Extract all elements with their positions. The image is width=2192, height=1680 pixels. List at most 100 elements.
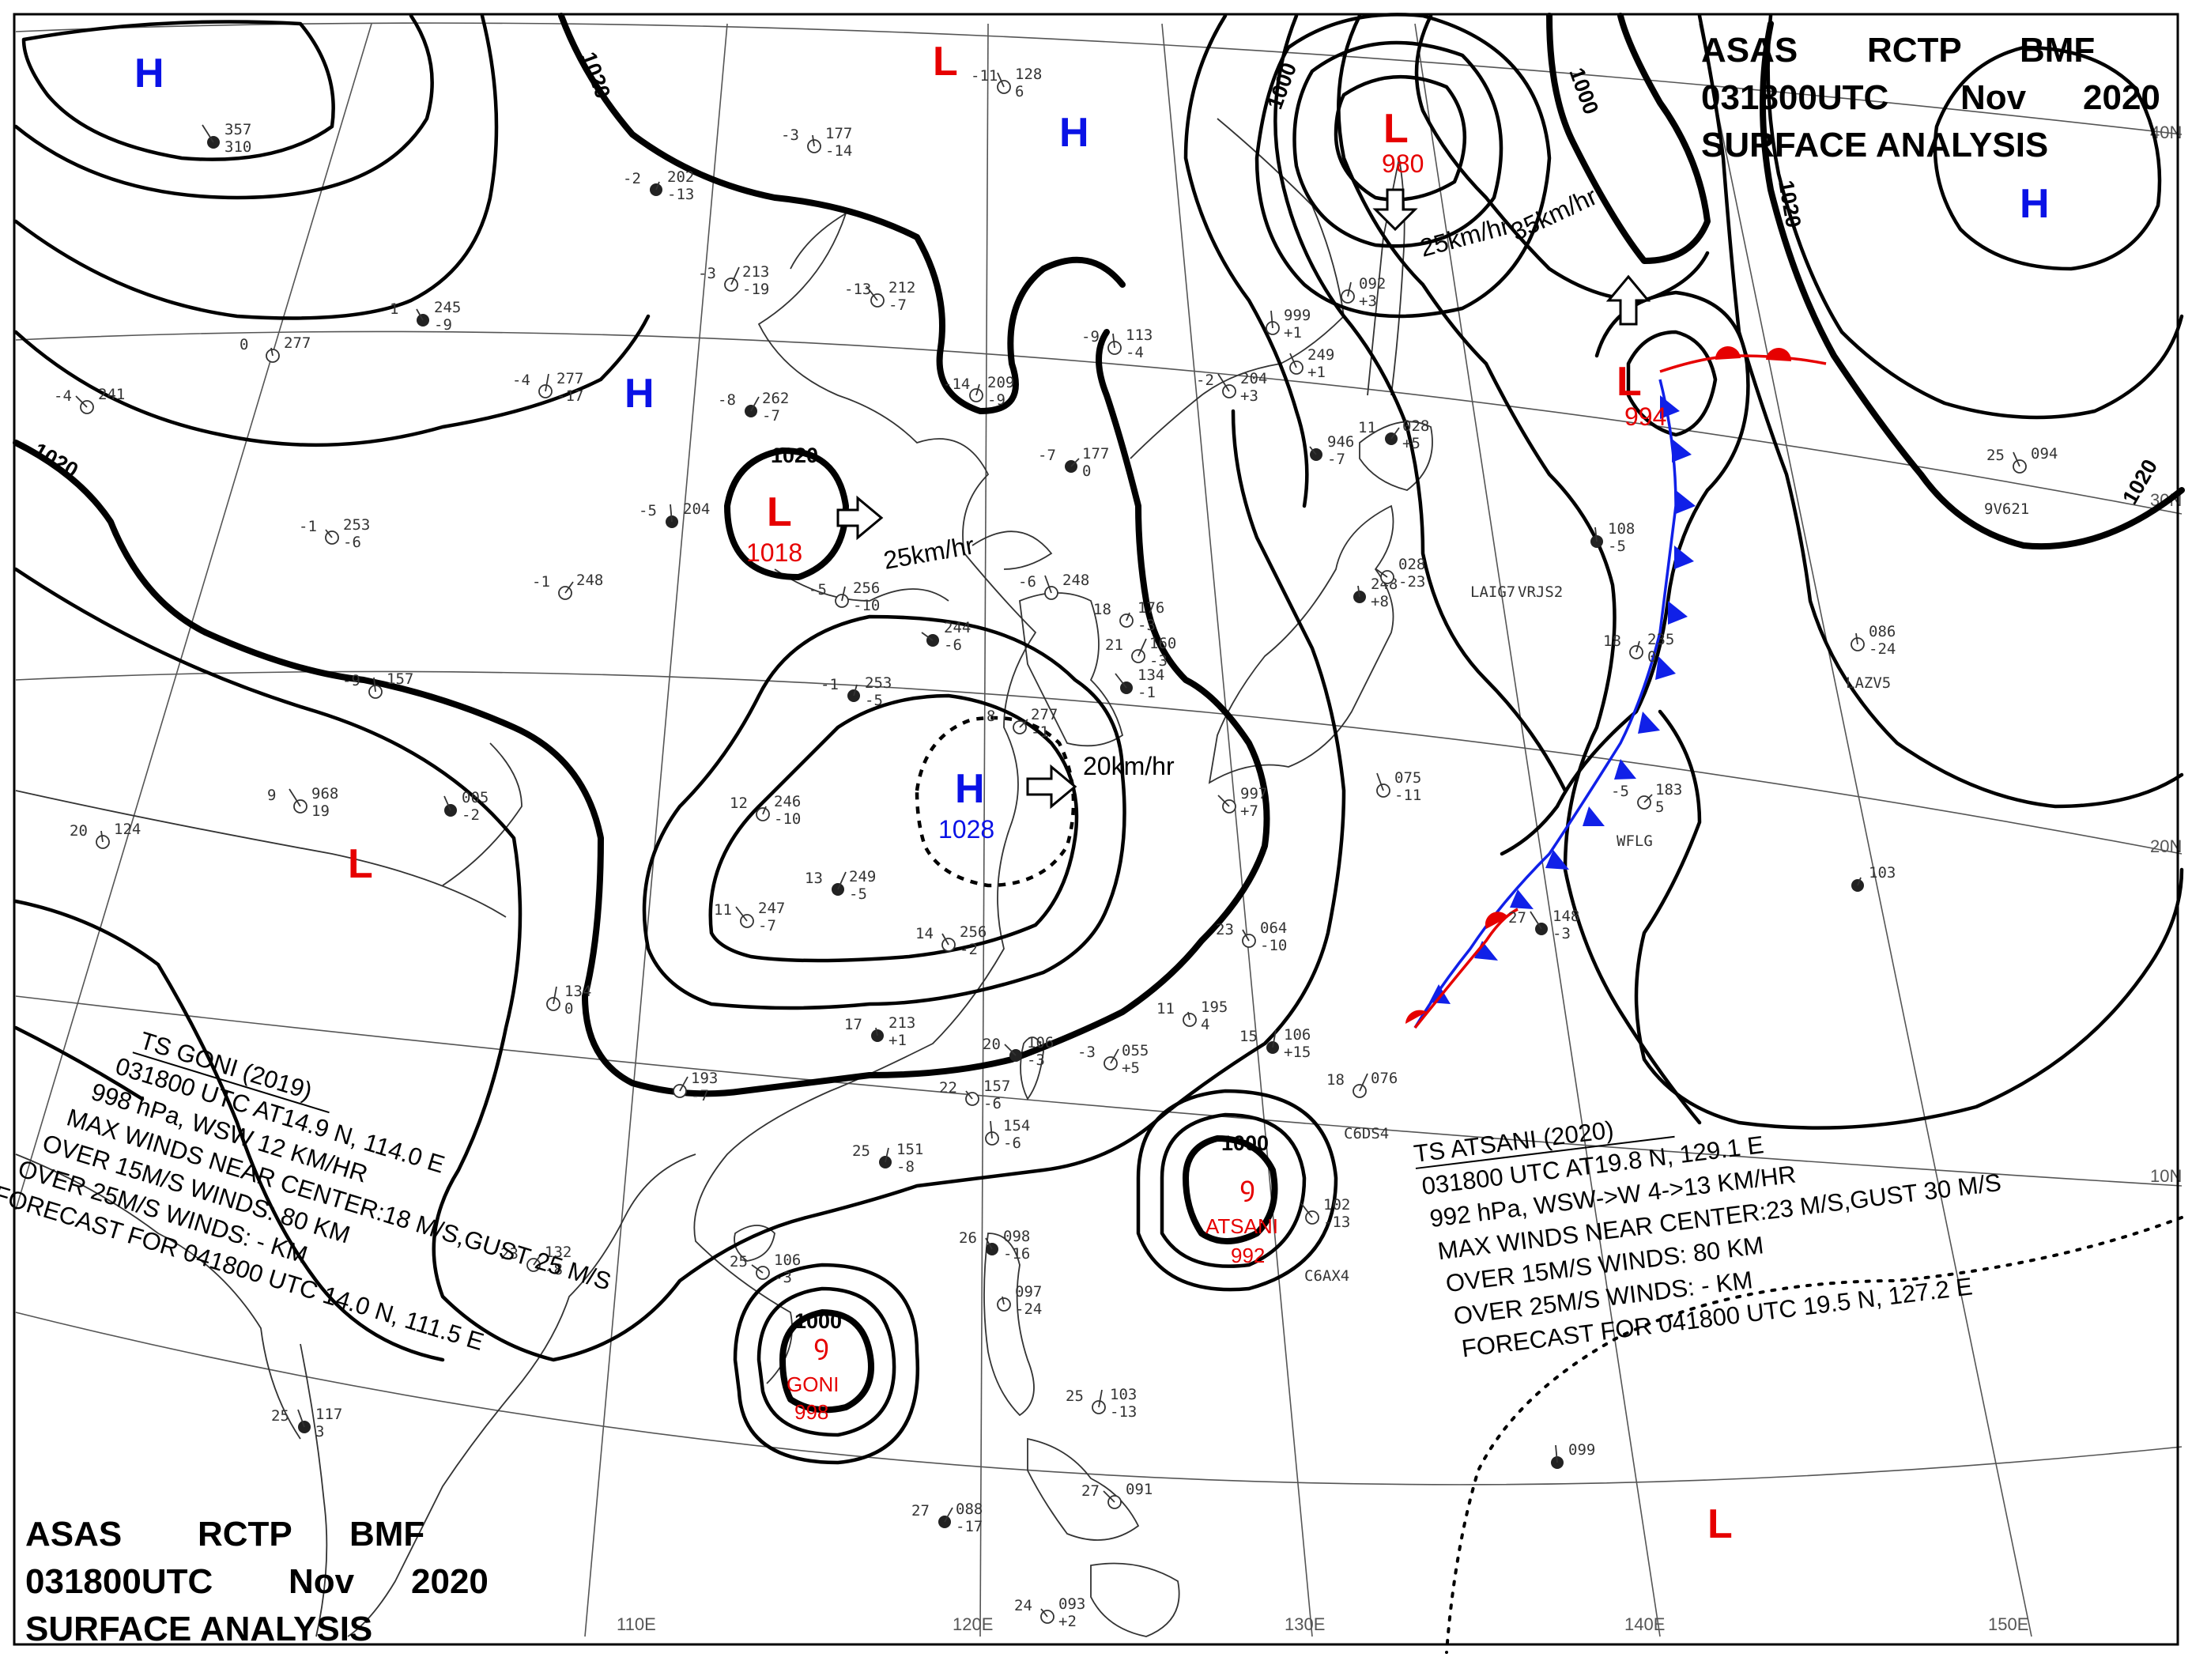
station-tendency: 4 (1201, 1016, 1209, 1033)
station-tendency: -6 (983, 1095, 1002, 1112)
wind-barb-icon (1555, 1444, 1558, 1463)
map-frame (13, 13, 2179, 1646)
wind-barb-icon (841, 586, 846, 602)
station-tendency: -3 (1553, 925, 1571, 942)
station-pressure: 968 (311, 785, 338, 802)
high-symbol: H (2020, 181, 2050, 227)
station-temperature: -14 (943, 376, 970, 393)
wind-barb-icon (325, 529, 333, 538)
station-pressure: 249 (1307, 346, 1334, 364)
station-temperature: -4 (54, 387, 72, 405)
station-plot: 22 157-6 (939, 1078, 1010, 1112)
isobar-980-3 (1254, 13, 1552, 319)
station-tendency: -5 (849, 885, 867, 903)
station-plot: -3 055+5 (1077, 1042, 1149, 1077)
wind-barb-icon (837, 871, 847, 890)
wind-barb-icon (670, 504, 673, 523)
station-plot: 028-23 (1375, 556, 1425, 591)
high-symbol: H (1059, 110, 1089, 156)
low-pressure-value: 980 (1382, 149, 1424, 178)
station-plot: 154-6 (985, 1117, 1030, 1152)
station-pressure: 028 (1398, 556, 1425, 573)
station-pressure: 094 (2031, 445, 2058, 462)
wind-barb-icon (1110, 1048, 1119, 1064)
station-temperature: -1 (299, 518, 317, 535)
meridian-100e (15, 23, 372, 1210)
station-temperature: -1 (821, 676, 839, 693)
station-plot: -6 248 (1018, 572, 1089, 600)
station-tendency: -7 (888, 296, 907, 314)
station-tendency: +7 (1240, 802, 1258, 820)
station-plot: 086-24 (1851, 623, 1896, 658)
station-plot: 134-1 (1115, 666, 1164, 701)
station-temperature: -13 (844, 281, 871, 298)
coast-hainan (734, 1225, 775, 1262)
station-pressure: 124 (114, 821, 141, 838)
station-tendency: -7 (762, 407, 780, 425)
parallel-30n (15, 330, 2183, 515)
station-tendency: +1 (888, 1032, 907, 1049)
wind-barb-icon (1002, 1296, 1005, 1305)
station-temperature: 27 (911, 1502, 930, 1520)
station-pressure: 106 (1027, 1034, 1054, 1051)
station-pressure: 241 (98, 386, 125, 403)
station-plot: -2 202-13 (623, 168, 694, 203)
station-temperature: 22 (939, 1079, 957, 1097)
station-plot: 14 256-2 (915, 923, 987, 958)
station-tendency: +15 (1284, 1044, 1311, 1061)
station-plot: -1 248 (532, 572, 603, 600)
station-plot: 27 088-17 (911, 1501, 983, 1535)
header-title: SURFACE ANALYSIS (1701, 126, 2048, 164)
station-tendency: -14 (825, 142, 852, 160)
station-plot: -9 157 (342, 670, 413, 699)
warm-front-semicircles (1405, 345, 1792, 1024)
isobar-goni-3 (733, 1263, 920, 1465)
wind-barb-icon (75, 395, 88, 408)
station-plot: 946-7 (1309, 433, 1354, 468)
station-tendency: +3 (1240, 387, 1258, 405)
station-tendency: -6 (343, 534, 361, 551)
station-pressure: 093 (1058, 1595, 1085, 1613)
wind-barb-icon (965, 1090, 973, 1100)
station-tendency: -6 (944, 636, 962, 654)
station-temperature: 25 (1986, 447, 2005, 464)
lon-label: 130E (1285, 1614, 1325, 1634)
wind-barb-icon (100, 830, 104, 843)
meridian-110e (584, 23, 728, 1637)
lon-label: 120E (953, 1614, 993, 1634)
wind-barb-icon (1857, 877, 1862, 886)
ship-id: C6AX4 (1304, 1267, 1349, 1285)
station-pressure: 097 (1015, 1283, 1042, 1301)
station-pressure: 256 (960, 923, 987, 941)
wind-barb-icon (1300, 1202, 1313, 1218)
station-pressure: 357 (224, 121, 251, 138)
header-station: RCTP (1867, 31, 1962, 70)
station-temperature: -3 (781, 126, 799, 144)
coast-mindanao (1090, 1562, 1180, 1637)
meridian-120e (979, 23, 989, 1637)
motion-arrow-icon (1372, 188, 1418, 232)
isobar-fareast-3 (1634, 709, 2184, 1130)
wind-barb-icon (1390, 427, 1400, 440)
wind-barb-icon (373, 677, 376, 693)
station-tendency: -3 (1027, 1051, 1045, 1069)
station-temperature: 23 (1216, 921, 1234, 938)
wind-barb-icon (533, 1253, 542, 1266)
station-tendency: -5 (1608, 538, 1626, 555)
station-temperature: 25 (271, 1407, 289, 1425)
station-pressure: 151 (896, 1141, 923, 1158)
station-pressure: 134 (564, 983, 591, 1000)
isobar-atsani-3 (1136, 1089, 1338, 1292)
isobar-994 (1626, 330, 1718, 437)
wind-barb-icon (297, 1409, 305, 1428)
station-temperature: 15 (1239, 1028, 1258, 1045)
station-temperature: -5 (639, 502, 657, 519)
coast-bay-of-bengal (15, 1153, 301, 1440)
wind-barb-icon (812, 134, 815, 147)
station-plot: 999+1 (1266, 307, 1311, 342)
station-pressure: 091 (1126, 1481, 1153, 1498)
station-pressure: 108 (1608, 520, 1635, 538)
coast-hokkaido (1359, 421, 1433, 491)
motion-speed: 20km/hr (1083, 752, 1175, 780)
